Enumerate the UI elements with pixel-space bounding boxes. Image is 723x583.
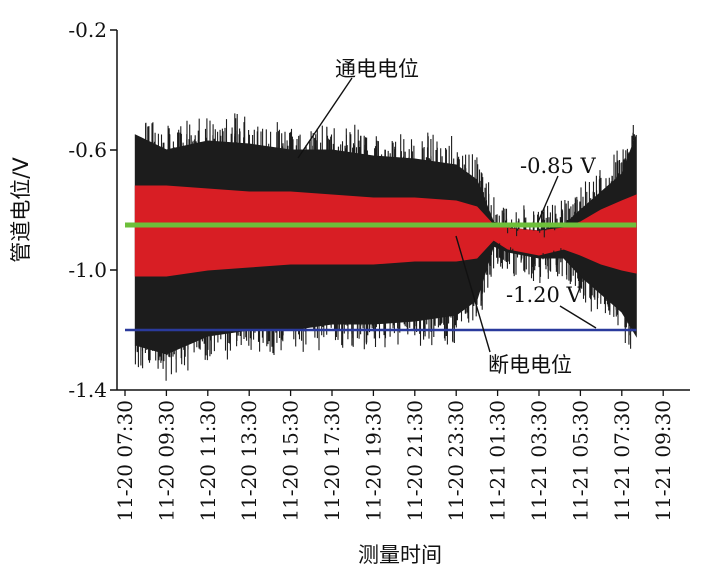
annotation-off-text: 断电电位: [488, 353, 572, 377]
y-tick-label: -0.2: [68, 18, 107, 42]
x-tick-label: 11-21 05:30: [568, 400, 592, 522]
x-tick-label: 11-20 13:30: [237, 400, 261, 522]
x-ticks: 11-20 07:30 11-20 09:30 11-20 11:30 11-20 1…: [113, 390, 675, 522]
annotation-leader-off: [455, 235, 491, 353]
x-tick-label: 11-21 07:30: [610, 400, 634, 522]
x-tick-label: 11-20 21:30: [403, 400, 427, 522]
annotation-085-text: -0.85 V: [520, 154, 597, 178]
x-axis-title: 测量时间: [358, 543, 442, 567]
x-tick-label: 11-20 09:30: [154, 400, 178, 522]
y-ticks: -0.2 -0.6 -1.0 -1.4: [68, 18, 117, 402]
x-tick-label: 11-20 15:30: [279, 400, 303, 522]
annotation-on-potential: 通电电位: [297, 57, 419, 159]
annotation-leader-on: [297, 77, 353, 159]
annotation-off-potential: 断电电位: [455, 235, 572, 377]
y-axis-title: 管道电位/V: [9, 157, 33, 263]
y-tick-label: -0.6: [68, 138, 107, 162]
series-on-potential-band: [134, 185, 637, 277]
annotation-leader-085: [537, 175, 559, 223]
x-tick-label: 11-20 17:30: [320, 400, 344, 522]
x-tick-label: 11-21 03:30: [527, 400, 551, 522]
x-tick-label: 11-20 19:30: [361, 400, 385, 522]
annotation-120: -1.20 V: [506, 283, 597, 329]
annotation-085: -0.85 V: [520, 154, 597, 223]
y-tick-label: -1.0: [68, 258, 107, 282]
x-tick-label: 11-20 07:30: [113, 400, 137, 522]
x-tick-label: 11-21 01:30: [486, 400, 510, 522]
series-layer: [134, 134, 637, 355]
annotation-on-text: 通电电位: [335, 57, 419, 81]
y-tick-label: -1.4: [68, 378, 107, 402]
x-tick-label: 11-20 23:30: [444, 400, 468, 522]
x-tick-label: 11-20 11:30: [196, 400, 220, 522]
annotation-120-text: -1.20 V: [506, 283, 583, 307]
x-tick-label: 11-21 09:30: [651, 400, 675, 522]
annotation-leader-120: [559, 305, 597, 329]
